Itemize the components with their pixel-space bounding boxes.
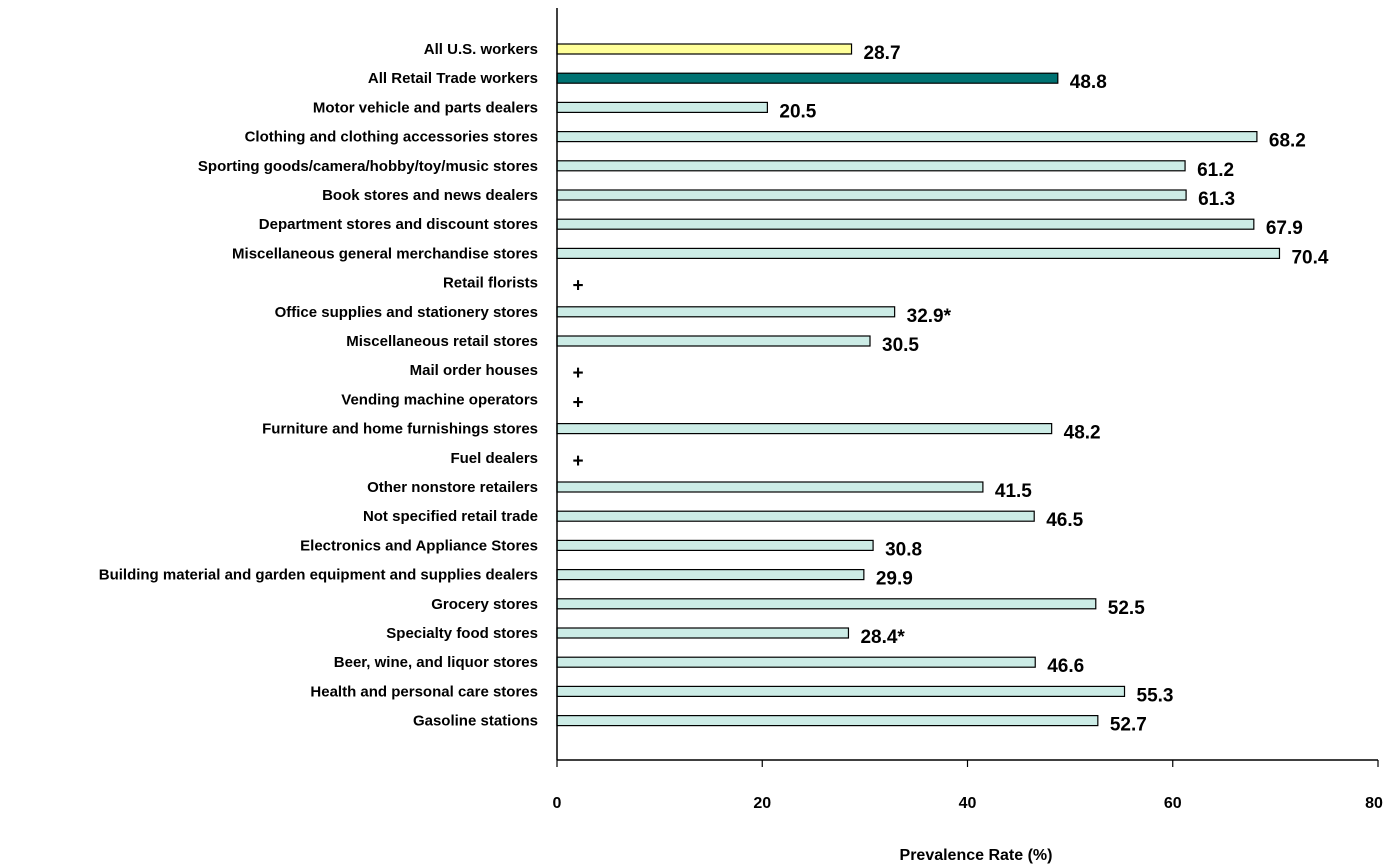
value-label: 30.8 [885,539,922,560]
bar [556,218,1255,230]
category-label: Retail florists [443,275,538,292]
x-tick-label: 60 [1164,795,1182,812]
bar [556,160,1186,172]
category-label: Health and personal care stores [310,683,538,700]
bar [556,510,1035,522]
category-label: Department stores and discount stores [259,216,538,233]
bars-layer: All U.S. workers 28.7 All Retail Trade wor… [99,41,1329,736]
bar [556,131,1258,143]
category-label: Mail order houses [410,362,538,379]
x-tick-label: 20 [753,795,771,812]
value-label: 68.2 [1269,131,1306,152]
value-label: 29.9 [876,569,913,590]
value-label: 48.2 [1064,423,1101,444]
category-label: Furniture and home furnishings stores [262,421,538,438]
category-label: Motor vehicle and parts dealers [313,99,538,116]
category-label: Miscellaneous retail stores [346,333,538,350]
value-label: 70.4 [1291,247,1328,268]
x-tick-label: 80 [1365,795,1383,812]
value-label: 52.7 [1110,715,1147,736]
bar [556,43,853,55]
bar [556,656,1036,668]
category-label: Not specified retail trade [363,508,538,525]
value-label: 28.7 [864,43,901,64]
x-tick-label: 0 [553,795,562,812]
category-label: All Retail Trade workers [368,70,538,87]
category-label: Miscellaneous general merchandise stores [232,245,538,262]
value-label: 55.3 [1137,685,1174,706]
bar [556,306,896,318]
value-label: 41.5 [995,481,1032,502]
category-label: Other nonstore retailers [367,479,538,496]
bar [556,539,874,552]
category-label: Gasoline stations [413,713,538,730]
bar [556,189,1187,201]
category-label: Grocery stores [431,596,538,613]
bar [556,568,865,581]
value-label: 61.3 [1198,189,1235,210]
suppressed-marker: + [572,363,583,384]
category-label: Sporting goods/camera/hobby/toy/music st… [198,158,538,175]
category-label: Fuel dealers [450,450,538,467]
category-label: Specialty food stores [386,625,538,642]
bar [556,247,1281,259]
value-label: 20.5 [779,101,816,122]
category-label: All U.S. workers [424,41,538,58]
suppressed-marker: + [572,451,583,472]
category-label: Beer, wine, and liquor stores [334,654,538,671]
x-axis-title: Prevalence Rate (%) [900,847,1053,864]
value-label: 30.5 [882,335,919,356]
value-label: 32.9* [907,306,952,327]
bar [556,685,1126,698]
value-label: 61.2 [1197,160,1234,181]
category-label: Vending machine operators [341,391,538,408]
x-ticks: 0 20 40 60 80 [553,760,1383,812]
suppressed-marker: + [572,392,583,413]
value-label: 67.9 [1266,218,1303,239]
category-label: Book stores and news dealers [322,187,538,204]
bar [556,335,871,347]
category-label: Office supplies and stationery stores [275,304,538,321]
value-label: 52.5 [1108,598,1145,619]
category-label: Building material and garden equipment a… [99,567,538,584]
bar [556,423,1053,435]
category-label: Clothing and clothing accessories stores [245,129,538,146]
bar [556,598,1097,610]
bar [556,714,1099,727]
value-label: 48.8 [1070,72,1107,93]
suppressed-marker: + [572,276,583,297]
bar [556,481,984,493]
bar [556,627,850,639]
x-tick-label: 40 [959,795,977,812]
value-label: 46.6 [1047,656,1084,677]
bar [556,72,1059,84]
category-label: Electronics and Appliance Stores [300,537,538,554]
value-label: 46.5 [1046,510,1083,531]
value-label: 28.4* [860,627,905,648]
bar [556,101,768,114]
